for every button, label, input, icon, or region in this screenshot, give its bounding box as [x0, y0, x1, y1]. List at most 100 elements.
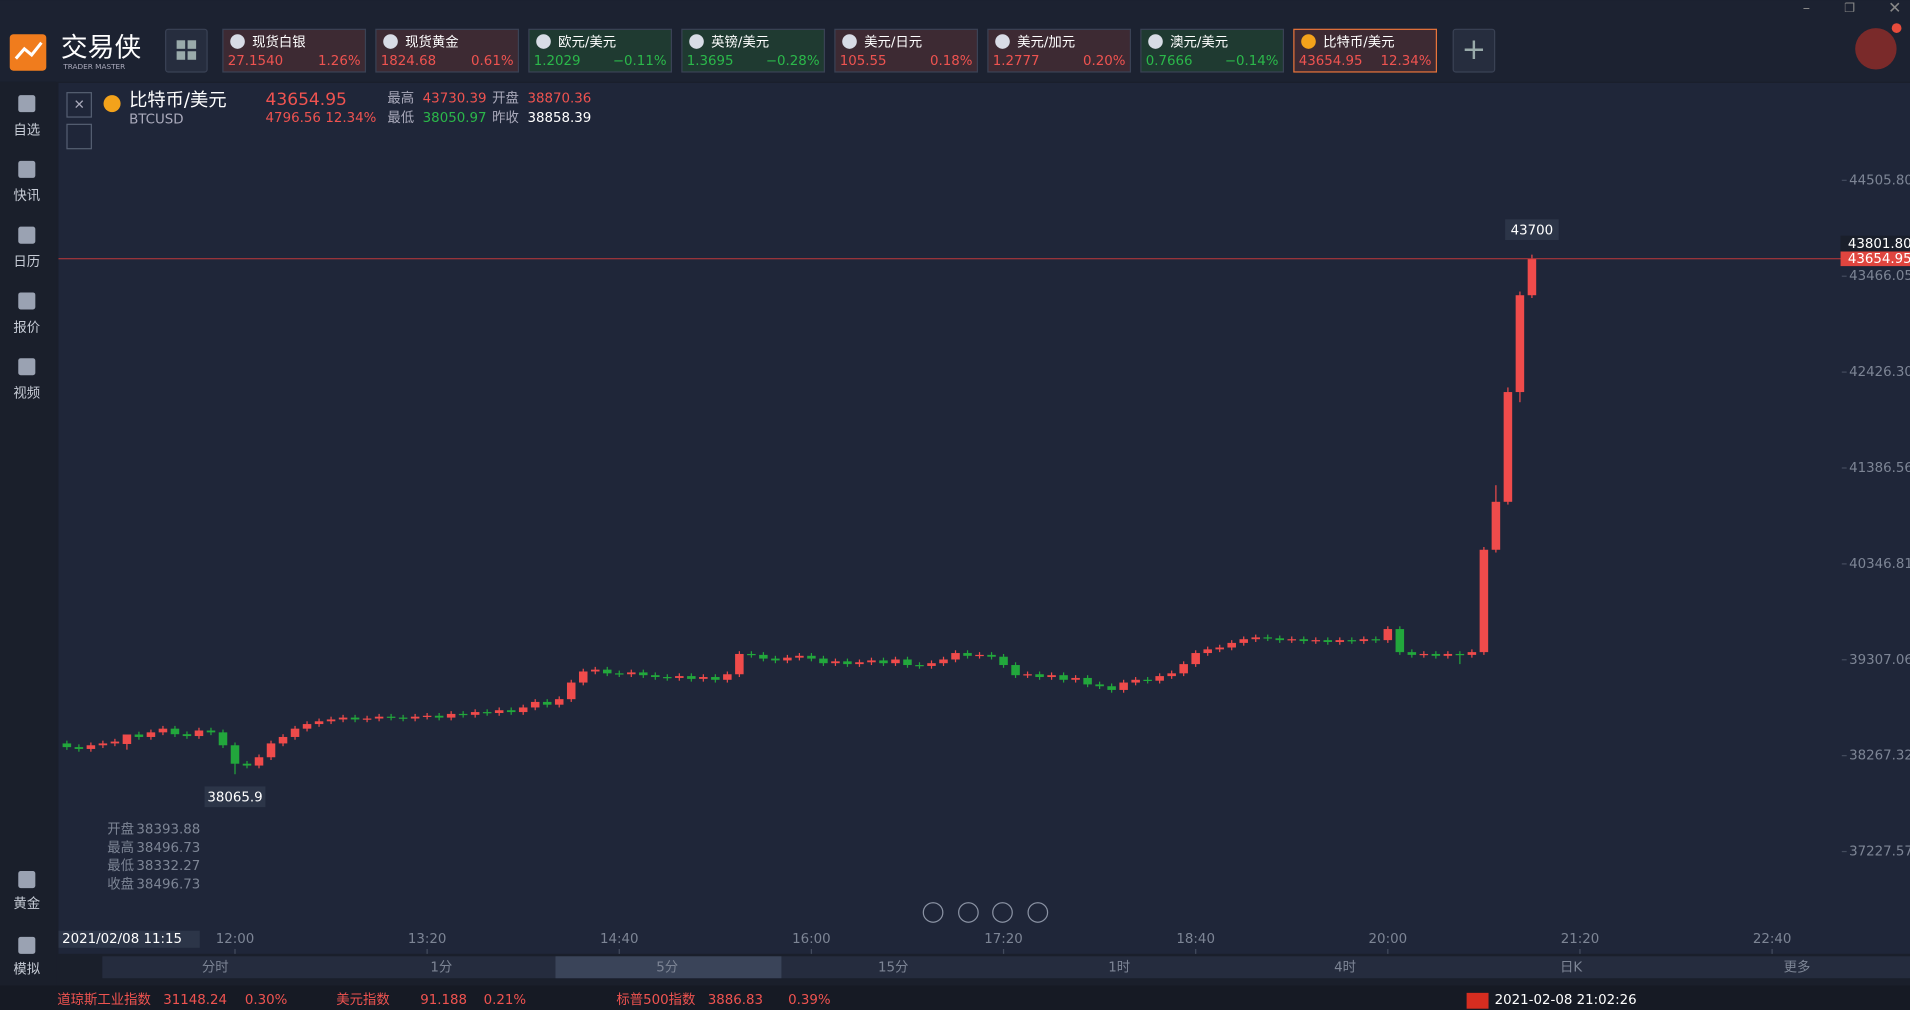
timeframe[interactable]: 分时 [202, 959, 229, 975]
grid-icon [176, 40, 186, 49]
ohlc-value: 38496.73 [136, 877, 200, 892]
y-tick-label: 37227.57 [1849, 845, 1910, 860]
sidebar-label[interactable]: 自选 [13, 122, 40, 138]
y-tick-label: 43466.05 [1849, 269, 1910, 284]
y-tick-label: 41386.56 [1849, 461, 1910, 476]
sidebar-label[interactable]: 模拟 [13, 962, 40, 978]
candle-body [578, 671, 588, 683]
candle-body [494, 710, 504, 713]
close[interactable]: ✕ [1888, 0, 1901, 17]
ticker-card[interactable] [1293, 28, 1438, 73]
candle-body [819, 658, 828, 664]
timeframe[interactable]: 1分 [430, 959, 452, 975]
candle-body [843, 661, 852, 665]
ticker-name: 美元/日元 [864, 35, 922, 51]
ticker-card[interactable] [681, 28, 826, 73]
x-tick-label: 17:20 [984, 932, 1023, 947]
candle-body [1299, 639, 1309, 642]
candle-body [158, 728, 168, 733]
candle-body [470, 712, 480, 715]
restore[interactable]: ❐ [1844, 1, 1855, 15]
candle-body [1335, 640, 1345, 642]
candle-body [795, 655, 804, 658]
candle-body [879, 660, 888, 664]
candle-body [1287, 639, 1297, 641]
ticker-card[interactable] [1140, 28, 1285, 73]
crosshair-time-tag [58, 930, 200, 948]
timeframe[interactable]: 5分 [656, 959, 678, 975]
candle-body [542, 701, 552, 705]
timeframe[interactable]: 15分 [878, 959, 908, 975]
candle-body [122, 734, 132, 744]
zoom-in[interactable] [1027, 902, 1049, 923]
timeframe[interactable]: 更多 [1784, 958, 1811, 975]
ticker-card[interactable] [834, 28, 979, 73]
scroll-start[interactable] [958, 902, 979, 923]
candle-body [110, 741, 120, 744]
y-tick-label: 42426.30 [1849, 365, 1910, 380]
ohlc-label: 收盘 [107, 875, 134, 892]
ticker-price: 43654.95 [1299, 54, 1363, 69]
candle-body [1131, 679, 1140, 683]
y-tick-label: 40346.81 [1849, 557, 1910, 572]
candle-body [1419, 653, 1429, 656]
candle-body [1383, 629, 1393, 641]
ohlc-label: 最高 [107, 839, 134, 856]
quote-prev-label: 昨收 [492, 110, 519, 126]
ticker-card[interactable] [528, 28, 673, 73]
zoom-out[interactable] [922, 902, 944, 923]
timeframe[interactable]: 日K [1560, 960, 1583, 975]
grid-button[interactable] [165, 28, 208, 73]
status-bar [0, 985, 1910, 1010]
ticker-icon [995, 34, 1010, 49]
sidebar-icon [18, 226, 36, 244]
scroll-end[interactable] [992, 902, 1013, 923]
candle-body [410, 716, 420, 719]
timeframe[interactable]: 1时 [1108, 959, 1130, 975]
sidebar-icon [18, 160, 36, 178]
add-button[interactable] [1452, 28, 1496, 73]
candle-body [1311, 640, 1321, 642]
ticker-icon [842, 34, 857, 49]
shrink-chart[interactable] [66, 123, 92, 150]
x-tick-label: 13:20 [408, 932, 447, 947]
candle-body [350, 717, 360, 720]
candle-body [675, 676, 684, 678]
sidebar-icon [18, 936, 36, 954]
price: 43654.95 [266, 90, 347, 110]
minimize[interactable]: – [1803, 0, 1810, 17]
ticker-card[interactable] [375, 28, 520, 73]
candle-body [446, 713, 456, 718]
ticker-change: −0.11% [613, 54, 667, 69]
sidebar-label[interactable]: 黄金 [13, 896, 40, 912]
timeframe[interactable]: 4时 [1334, 959, 1356, 975]
x-tick-label: 12:00 [216, 932, 255, 947]
candle-body [1191, 653, 1200, 665]
btc-icon [103, 95, 121, 113]
flag [1466, 992, 1489, 1009]
candle-body [1179, 664, 1188, 674]
candle-body [1155, 676, 1164, 681]
candle-body [855, 662, 864, 665]
sidebar-label[interactable]: 日历 [13, 255, 40, 270]
index-change: 0.21% [484, 993, 527, 1008]
ticker-price: 1.2777 [993, 54, 1040, 69]
ticker-card[interactable] [222, 28, 367, 73]
ticker-change: 0.61% [471, 54, 514, 69]
avatar[interactable] [1855, 28, 1897, 70]
candle-body [590, 669, 600, 672]
sidebar-label[interactable]: 视频 [13, 386, 40, 402]
ticker-card[interactable] [987, 28, 1132, 73]
ticker-change: 1.26% [318, 54, 361, 69]
close-chart[interactable] [66, 92, 92, 118]
close-icon: ✕ [74, 98, 85, 113]
candle-body [1263, 637, 1273, 639]
sidebar-label[interactable]: 报价 [13, 320, 40, 336]
candle-body [302, 724, 312, 729]
y-tick-label: 44505.80 [1849, 173, 1910, 188]
symbol[interactable]: 比特币/美元 [129, 90, 226, 111]
ticker-name: 美元/加元 [1017, 35, 1075, 51]
index-change: 0.39% [788, 993, 831, 1008]
ticker-name: 英镑/美元 [711, 34, 769, 51]
sidebar-label[interactable]: 快讯 [13, 188, 40, 204]
